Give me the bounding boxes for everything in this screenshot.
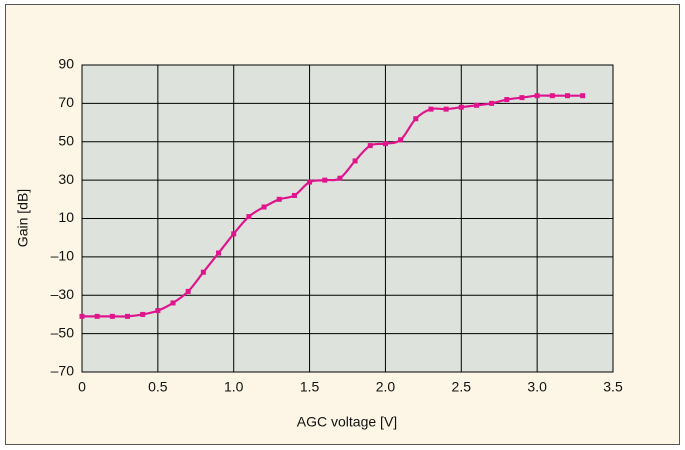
data-point bbox=[504, 97, 510, 103]
data-point bbox=[549, 93, 555, 99]
data-point bbox=[382, 141, 388, 147]
data-point bbox=[534, 93, 540, 99]
x-tick-label: 1.0 bbox=[224, 379, 244, 395]
data-point bbox=[125, 313, 131, 319]
x-tick-label: 1.5 bbox=[300, 379, 320, 395]
data-point bbox=[489, 100, 495, 106]
data-point bbox=[413, 116, 419, 122]
y-tick-label: 30 bbox=[58, 171, 74, 187]
data-point bbox=[337, 175, 343, 181]
data-point bbox=[231, 231, 237, 237]
data-point bbox=[307, 179, 313, 185]
data-point bbox=[352, 158, 358, 164]
data-point bbox=[216, 250, 222, 256]
y-tick-label: –50 bbox=[51, 324, 75, 340]
data-point bbox=[322, 177, 328, 183]
data-point bbox=[428, 106, 434, 112]
data-point bbox=[246, 214, 252, 220]
x-tick-label: 0.5 bbox=[148, 379, 168, 395]
data-point bbox=[367, 143, 373, 149]
data-point bbox=[443, 106, 449, 112]
data-point bbox=[291, 192, 297, 198]
data-point bbox=[276, 196, 282, 202]
data-point bbox=[170, 300, 176, 306]
data-point bbox=[79, 313, 85, 319]
y-tick-label: 50 bbox=[58, 132, 74, 148]
data-point bbox=[519, 95, 525, 101]
x-tick-label: 3.5 bbox=[603, 379, 623, 395]
x-tick-label: 3.0 bbox=[527, 379, 547, 395]
x-axis-label: AGC voltage [V] bbox=[297, 414, 397, 430]
y-tick-label: –70 bbox=[51, 363, 75, 379]
data-point bbox=[94, 313, 100, 319]
y-tick-label: 10 bbox=[58, 209, 74, 225]
data-point bbox=[109, 313, 115, 319]
y-tick-label: –30 bbox=[51, 286, 75, 302]
data-point bbox=[580, 93, 586, 99]
data-point bbox=[398, 137, 404, 143]
data-point bbox=[140, 311, 146, 317]
y-tick-label: –10 bbox=[51, 248, 75, 264]
y-tick-label: 90 bbox=[58, 56, 74, 72]
data-line bbox=[82, 94, 583, 318]
x-tick-label: 2.5 bbox=[452, 379, 472, 395]
data-point bbox=[185, 288, 191, 294]
y-tick-label: 70 bbox=[58, 94, 74, 110]
x-tick-label: 0 bbox=[78, 379, 86, 395]
data-point bbox=[155, 308, 161, 314]
data-point bbox=[200, 269, 206, 275]
y-axis-label: Gain [dB] bbox=[15, 189, 31, 247]
data-point bbox=[564, 93, 570, 99]
data-point bbox=[473, 102, 479, 108]
grid bbox=[81, 64, 614, 373]
data-point bbox=[261, 204, 267, 210]
plot-border bbox=[81, 64, 614, 373]
data-point bbox=[458, 104, 464, 110]
x-tick-label: 2.0 bbox=[376, 379, 396, 395]
